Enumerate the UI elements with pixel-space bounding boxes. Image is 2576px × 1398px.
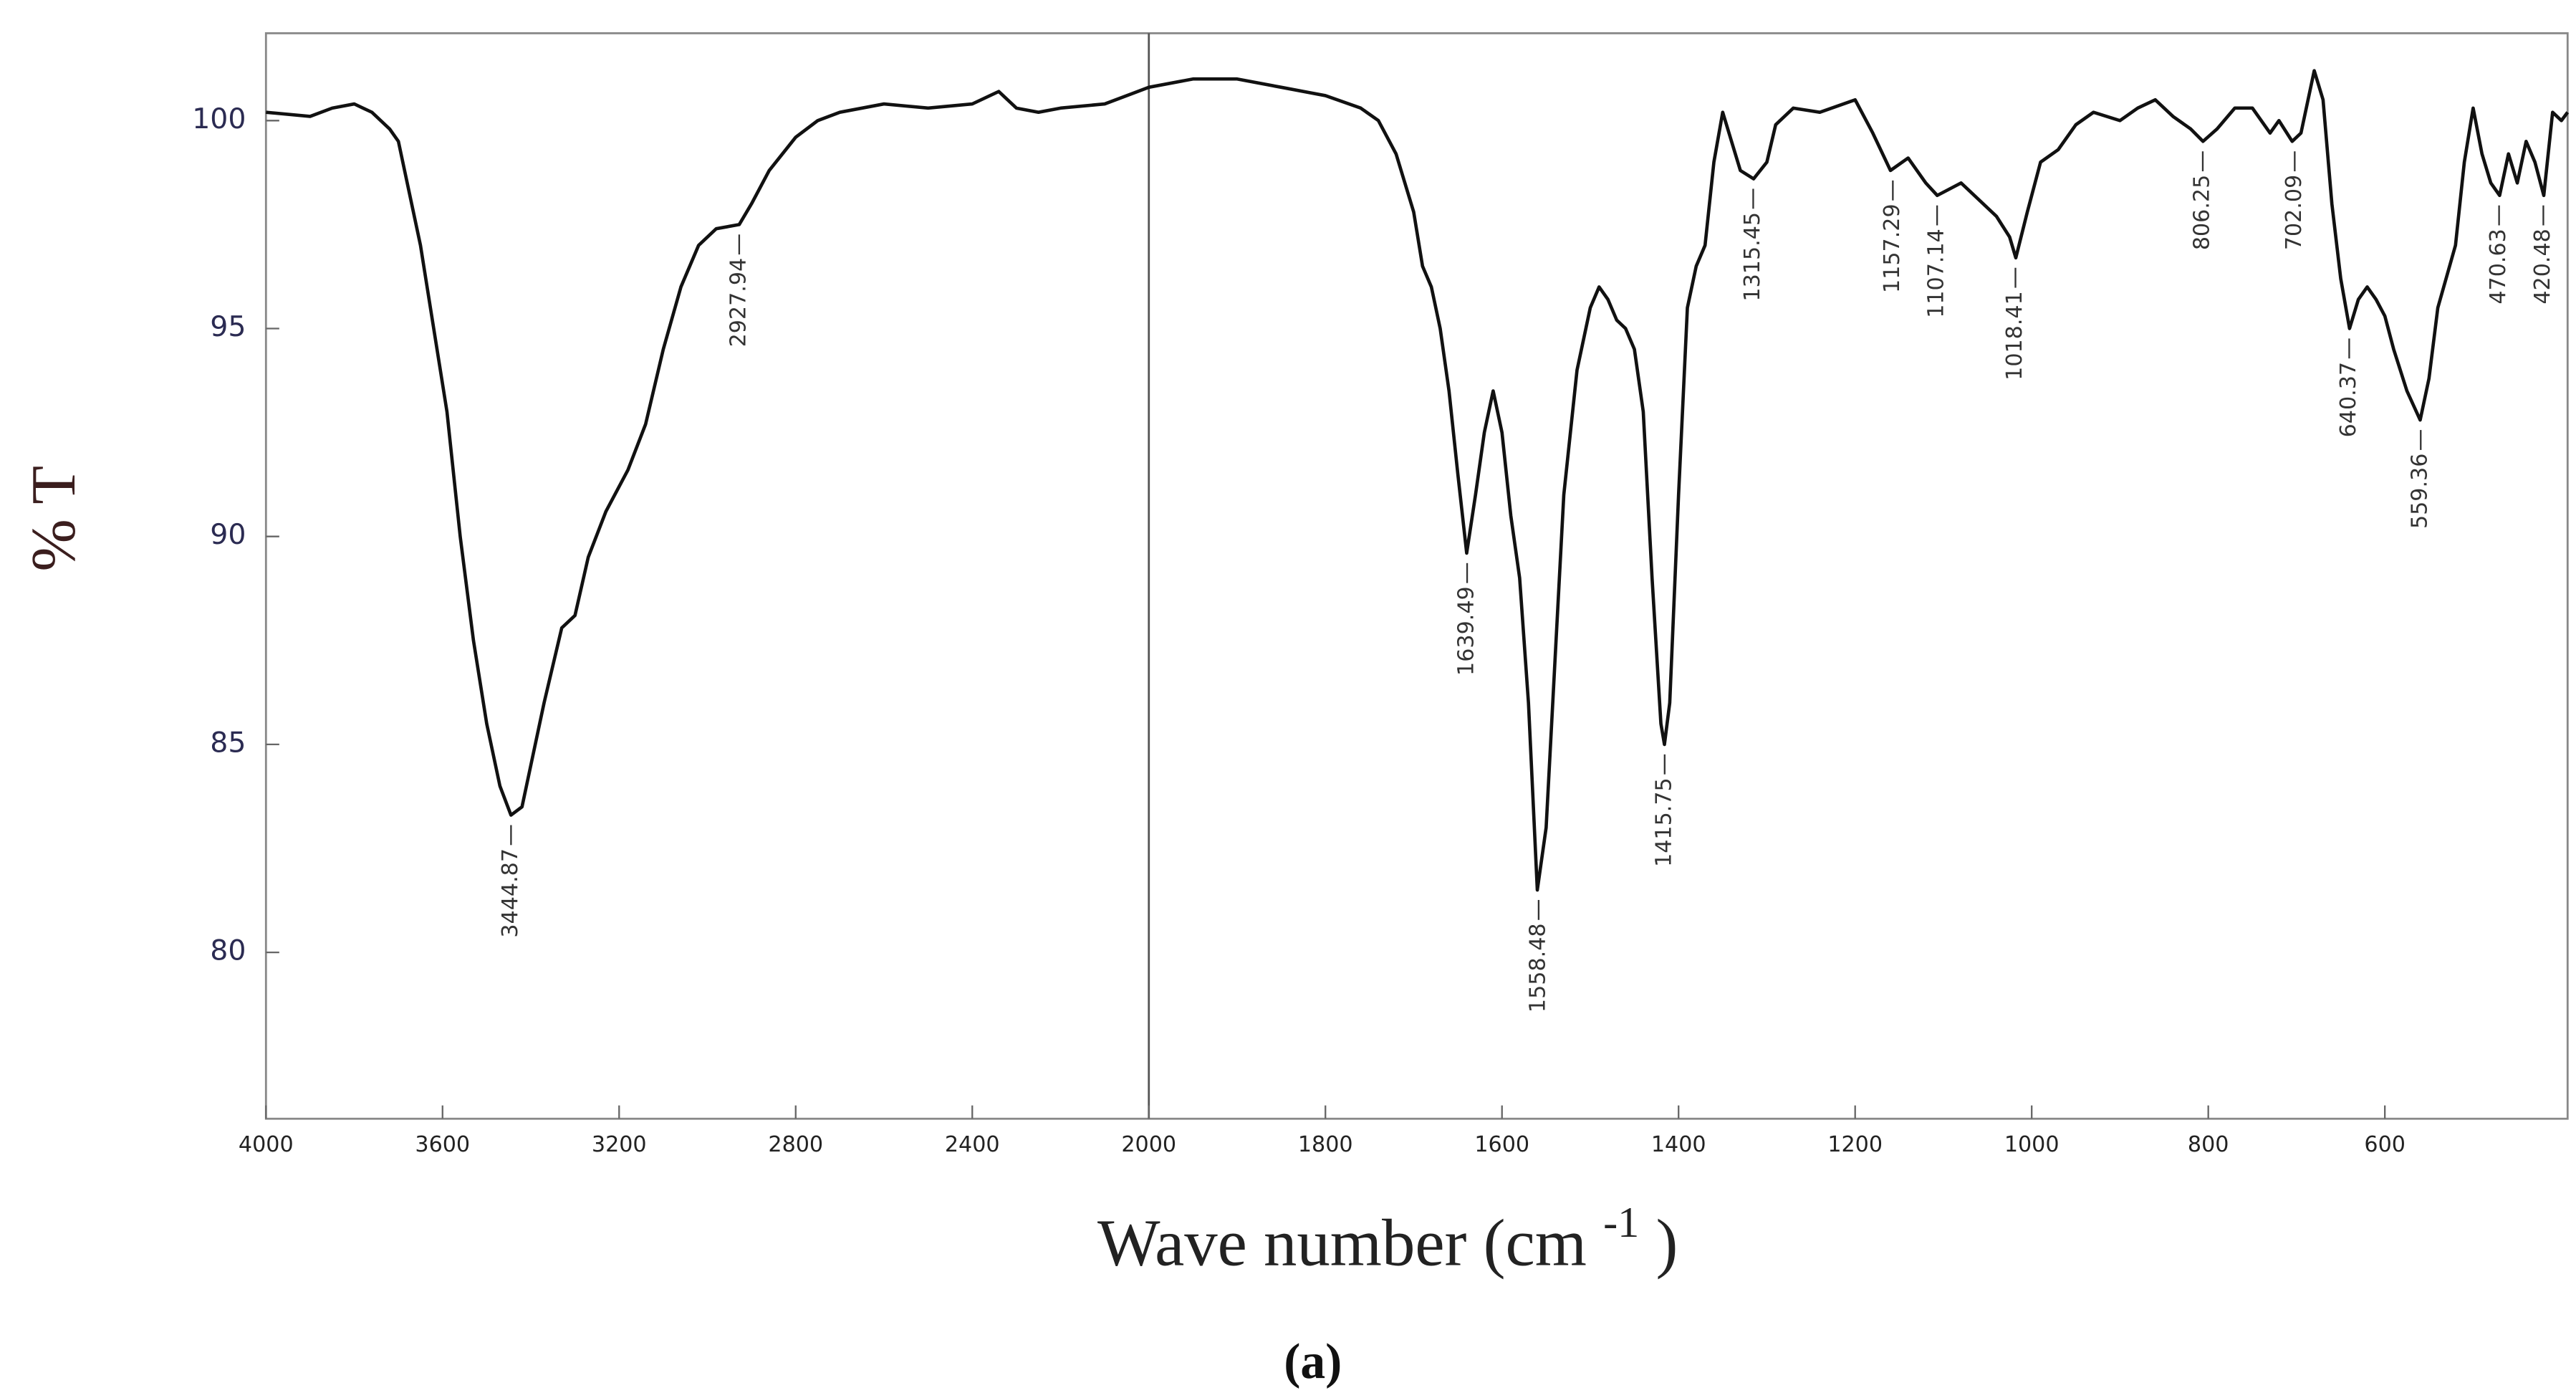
peak-label: 420.48 xyxy=(2530,229,2555,304)
x-axis-label-end: ) xyxy=(1656,1207,1678,1280)
peak-label: 1018.41 xyxy=(2002,291,2027,380)
peak-label: 1415.75 xyxy=(1651,777,1676,867)
x-tick-label: 2400 xyxy=(945,1132,1000,1157)
x-tick-label: 1400 xyxy=(1651,1132,1706,1157)
x-tick-label: 3200 xyxy=(592,1132,647,1157)
peak-label: 1558.48 xyxy=(1525,923,1550,1012)
y-tick-label: 95 xyxy=(210,310,246,343)
peak-label: 559.36 xyxy=(2408,454,2433,529)
y-axis-label: % T xyxy=(19,466,89,572)
x-tick-label: 800 xyxy=(2188,1132,2229,1157)
peak-label: 1107.14 xyxy=(1924,229,1949,318)
x-tick-label: 1800 xyxy=(1298,1132,1353,1157)
plot-frame xyxy=(264,32,2569,1120)
peak-label: 1639.49 xyxy=(1454,586,1479,676)
x-tick-label: 1200 xyxy=(1827,1132,1883,1157)
x-tick-label: 4000 xyxy=(239,1132,294,1157)
peak-label: 1157.29 xyxy=(1880,204,1905,293)
x-tick-label: 600 xyxy=(2364,1132,2406,1157)
x-tick-label: 3600 xyxy=(415,1132,470,1157)
peak-label: 640.37 xyxy=(2336,362,2361,437)
y-tick-label: 100 xyxy=(192,102,246,135)
peak-label: 470.63 xyxy=(2486,229,2511,304)
x-tick-label: 2000 xyxy=(1121,1132,1176,1157)
x-axis-label: Wave number (cm -1 ) xyxy=(1097,1183,1678,1280)
x-tick-label: 1600 xyxy=(1474,1132,1529,1157)
peak-label: 2927.94 xyxy=(726,258,751,348)
peak-label: 806.25 xyxy=(2189,175,2214,250)
y-tick-label: 90 xyxy=(210,518,246,551)
peak-label: 3444.87 xyxy=(498,848,523,938)
x-axis-label-main: Wave number (cm xyxy=(1097,1207,1587,1280)
spectrum-line xyxy=(266,69,2570,892)
peak-label: 1315.45 xyxy=(1740,212,1765,302)
x-axis-label-sup: -1 xyxy=(1603,1199,1639,1247)
peak-label: 702.09 xyxy=(2282,175,2307,250)
x-tick-label: 2800 xyxy=(768,1132,823,1157)
y-tick-label: 80 xyxy=(210,934,246,967)
x-tick-label: 1000 xyxy=(2004,1132,2060,1157)
caption: (a) xyxy=(1284,1334,1342,1389)
y-tick-label: 85 xyxy=(210,726,246,759)
